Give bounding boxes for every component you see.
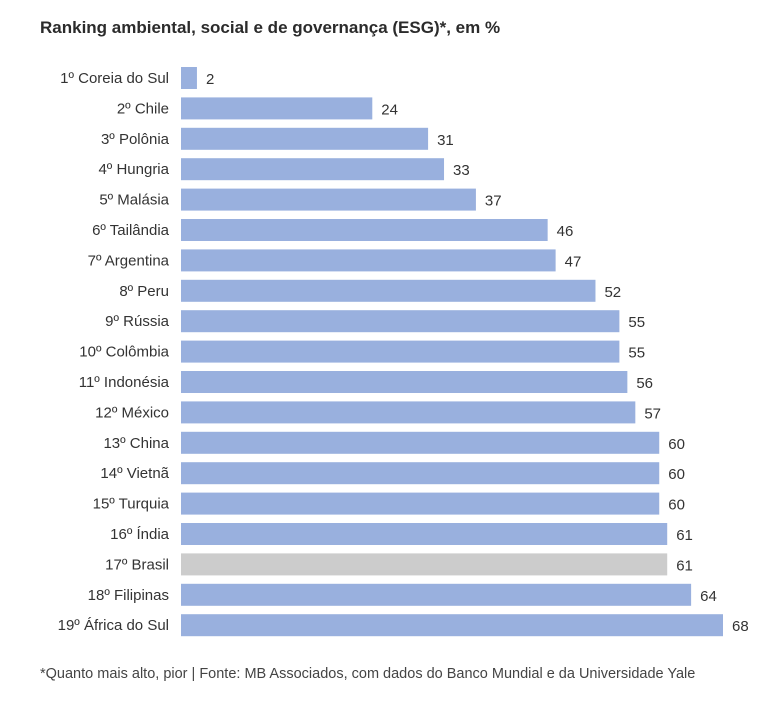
bar-row: 2º Chile 24 <box>117 97 398 120</box>
bar <box>181 97 373 120</box>
value-label: 37 <box>485 193 502 210</box>
category-label: 5º Malásia <box>99 192 169 209</box>
value-label: 46 <box>557 223 574 240</box>
category-label: 18º Filipinas <box>88 587 169 604</box>
category-label: 14º Vietnã <box>100 465 169 482</box>
value-label: 55 <box>628 314 645 331</box>
category-label: 9º Rússia <box>105 313 169 330</box>
bar-row: 17º Brasil 61 <box>105 553 693 576</box>
value-label: 60 <box>668 466 685 483</box>
bar <box>181 492 660 515</box>
value-label: 52 <box>604 284 621 301</box>
category-label: 1º Coreia do Sul <box>60 70 169 87</box>
category-label: 10º Colômbia <box>79 344 169 361</box>
bar-row: 15º Turquia 60 <box>93 492 685 515</box>
value-label: 61 <box>676 527 693 544</box>
bar-row: 4º Hungria 33 <box>98 158 470 181</box>
bar-row: 10º Colômbia 55 <box>79 340 645 363</box>
chart-title: Ranking ambiental, social e de governanç… <box>40 18 501 37</box>
category-label: 17º Brasil <box>105 556 169 573</box>
bar-row: 16º Índia 61 <box>110 523 693 545</box>
category-label: 2º Chile <box>117 100 169 117</box>
bar <box>181 310 620 333</box>
category-label: 8º Peru <box>119 283 169 300</box>
value-label: 33 <box>453 162 470 179</box>
value-label: 68 <box>732 618 749 635</box>
category-label: 6º Tailândia <box>92 222 170 239</box>
bar <box>181 188 476 211</box>
bar <box>181 462 660 485</box>
bar-row: 18º Filipinas 64 <box>88 583 717 606</box>
value-label: 60 <box>668 497 685 514</box>
bar <box>181 431 660 454</box>
bar-row: 11º Indonésia 56 <box>79 371 653 393</box>
category-label: 12º México <box>95 404 169 421</box>
chart-footnote: *Quanto mais alto, pior | Fonte: MB Asso… <box>40 666 696 682</box>
bar <box>181 249 556 272</box>
value-label: 61 <box>676 557 693 574</box>
bar-row: 12º México 57 <box>95 401 661 424</box>
category-label: 19º África do Sul <box>58 617 169 634</box>
bar-row: 13º China 60 <box>103 431 685 454</box>
bar-row: 19º África do Sul 68 <box>58 614 749 637</box>
bar-row: 7º Argentina 47 <box>88 249 582 272</box>
bar <box>181 67 197 89</box>
value-label: 24 <box>381 101 398 118</box>
bar-highlight <box>181 553 668 576</box>
bar-row: 5º Malásia 37 <box>99 188 502 211</box>
value-label: 47 <box>565 253 582 270</box>
category-label: 3º Polônia <box>101 131 170 148</box>
value-label: 64 <box>700 588 717 605</box>
bar <box>181 614 723 637</box>
bar-row: 9º Rússia 55 <box>105 310 645 333</box>
bar <box>181 219 548 241</box>
bar <box>181 401 636 424</box>
bar <box>181 523 668 545</box>
category-label: 7º Argentina <box>88 252 170 269</box>
bar <box>181 583 692 606</box>
value-label: 55 <box>628 345 645 362</box>
value-label: 57 <box>644 405 661 422</box>
bar-row: 3º Polônia 31 <box>101 127 454 150</box>
bar-row: 6º Tailândia 46 <box>92 219 573 241</box>
bar <box>181 340 620 363</box>
value-label: 60 <box>668 436 685 453</box>
bar <box>181 279 596 302</box>
category-label: 4º Hungria <box>98 161 169 178</box>
category-label: 15º Turquia <box>93 496 170 513</box>
bar <box>181 371 628 393</box>
bar-row: 1º Coreia do Sul 2 <box>60 67 214 89</box>
category-label: 11º Indonésia <box>79 374 170 391</box>
value-label: 2 <box>206 71 214 88</box>
category-label: 13º China <box>103 435 169 452</box>
category-label: 16º Índia <box>110 526 170 543</box>
value-label: 56 <box>636 375 653 392</box>
bar-row: 14º Vietnã 60 <box>100 462 685 485</box>
bar <box>181 127 429 150</box>
bar <box>181 158 445 181</box>
value-label: 31 <box>437 132 454 149</box>
bar-row: 8º Peru 52 <box>119 279 621 302</box>
